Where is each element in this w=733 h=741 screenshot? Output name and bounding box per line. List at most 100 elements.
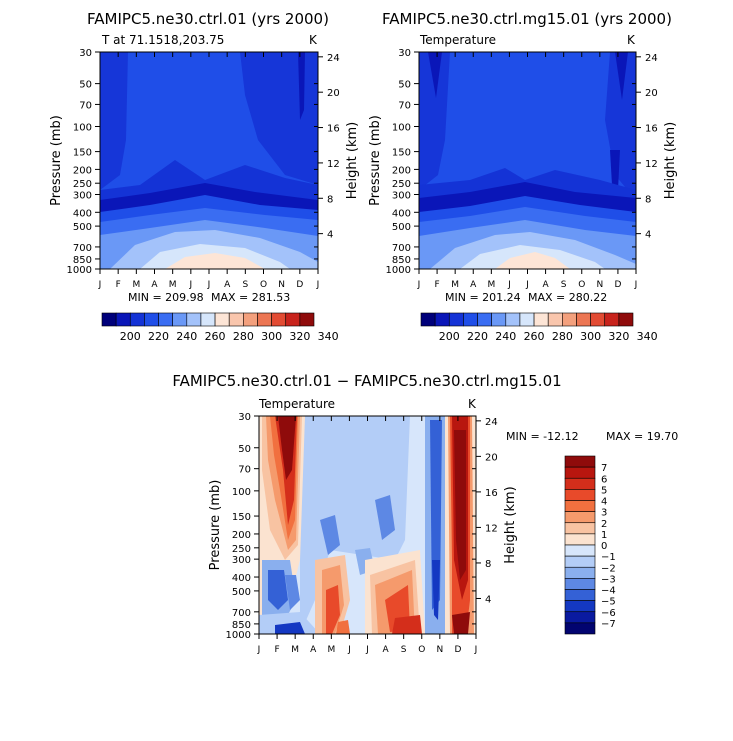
panel3-colorbar-label: 3: [601, 508, 607, 519]
panel2-colorbar-swatch: [477, 312, 492, 327]
panel3-ytick-label: 200: [232, 530, 251, 541]
panel1-colorbar-swatch: [129, 312, 145, 327]
panel2-height-tick-label: 24: [645, 53, 658, 64]
panel3-units: K: [468, 397, 477, 411]
panel2-height-tick-label: 20: [645, 88, 658, 99]
panel3-ytick-label: 30: [238, 412, 251, 423]
panel2-title: FAMIPC5.ne30.ctrl.mg15.01 (yrs 2000): [382, 10, 672, 28]
panel3-ytick-label: 700: [232, 608, 251, 619]
panel2-xtick-label: M: [487, 280, 495, 290]
panel3-colorbar-label: −4: [601, 586, 616, 597]
panel3-xtick-label: N: [436, 645, 443, 655]
panel3-colorbar-swatch: [564, 544, 596, 557]
panel3-colorbar-label: −2: [601, 563, 616, 574]
panel2-height-tick-label: 16: [645, 124, 658, 135]
panel3-ytick-label: 850: [232, 620, 251, 631]
panel1-ytick-label: 250: [73, 179, 92, 190]
panel-difference: FAMIPC5.ne30.ctrl.01 − FAMIPC5.ne30.ctrl…: [172, 372, 678, 655]
panel1-xtick-label: M: [132, 280, 140, 290]
panel3-colorbar-label: −6: [601, 608, 616, 619]
panel2-colorbar-label: 320: [608, 330, 629, 343]
panel2-ytick-label: 250: [392, 179, 411, 190]
panel1-height-tick-label: 24: [327, 53, 340, 64]
panel1-height-tick-label: 8: [327, 194, 333, 205]
panel2-colorbar-label: 220: [467, 330, 488, 343]
panel1-ytick-label: 300: [73, 190, 92, 201]
panel1-colorbar-swatch: [257, 312, 272, 327]
panel2-ytick-label: 700: [392, 243, 411, 254]
panel1-colorbar-swatch: [200, 312, 216, 327]
panel3-xtick-label: J: [365, 645, 369, 655]
panel3-xtick-label: J: [474, 645, 478, 655]
panel3-xtick-label: J: [347, 645, 351, 655]
panel3-min-label: MIN = -12.12: [506, 430, 579, 443]
panel1-subtitle: T at 71.1518,203.75: [101, 33, 224, 47]
panel2-ytick-label: 300: [392, 190, 411, 201]
panel1-ytick-label: 500: [73, 222, 92, 233]
panel1-height-tick-label: 4: [327, 230, 333, 241]
panel1-xtick-label: J: [189, 280, 193, 290]
panel1-ytick-label: 150: [73, 148, 92, 159]
panel1-ylabel-right: Height (km): [345, 122, 360, 199]
panel3-xtick-label: M: [291, 645, 299, 655]
panel3-colorbar-swatch: [564, 466, 596, 479]
panel1-xtick-label: J: [98, 280, 102, 290]
panel3-ytick-label: 70: [238, 465, 251, 476]
panel2-xtick-label: N: [596, 280, 603, 290]
panel2-ytick-label: 70: [398, 100, 411, 111]
panel3-colorbar-swatch: [564, 522, 596, 535]
panel3-title: FAMIPC5.ne30.ctrl.01 − FAMIPC5.ne30.ctrl…: [172, 372, 561, 390]
panel1-colorbar-swatch: [144, 312, 159, 327]
panel1-units: K: [309, 33, 318, 47]
panel3-ytick-label: 150: [232, 512, 251, 523]
panel1-colorbar-label: 220: [148, 330, 169, 343]
panel3-colorbar-swatch: [564, 589, 596, 601]
panel2-height-tick-label: 4: [645, 230, 651, 241]
panel3-xtick-label: M: [327, 645, 335, 655]
panel1-colorbar-swatch: [243, 312, 258, 327]
panel3-colorbar-swatch: [564, 622, 596, 635]
panel2-colorbar-label: 240: [495, 330, 516, 343]
panel3-xtick-label: J: [257, 645, 261, 655]
panel2-xtick-label: S: [561, 280, 567, 290]
panel3-colorbar-swatch: [564, 489, 596, 501]
panel3-ytick-label: 1000: [226, 630, 251, 641]
panel3-colorbar-swatch: [564, 611, 596, 624]
panel3-xtick-label: S: [401, 645, 407, 655]
panel3-height-tick-label: 16: [485, 488, 498, 499]
panel3-colorbar-label: 5: [601, 485, 607, 496]
panel2-xtick-label: J: [417, 280, 421, 290]
panel2-colorbar-swatch: [618, 312, 634, 327]
panel2-ytick-label: 1000: [386, 265, 411, 276]
panel2-height-tick-label: 12: [645, 159, 658, 170]
panel3-ytick-label: 500: [232, 587, 251, 598]
panel3-xtick-label: O: [418, 645, 425, 655]
panel2-ytick-label: 100: [392, 123, 411, 134]
panel3-ytick-label: 300: [232, 555, 251, 566]
panel1-colorbar-label: 300: [261, 330, 282, 343]
panel2-ytick-label: 500: [392, 222, 411, 233]
panel1-xtick-label: A: [151, 280, 158, 290]
panel3-ylabel-right: Height (km): [503, 486, 518, 563]
panel3-colorbar-swatch: [564, 477, 596, 490]
panel2-colorbar-swatch: [562, 312, 577, 327]
panel1-height-tick-label: 12: [327, 159, 340, 170]
panel2-height-tick-label: 8: [645, 194, 651, 205]
panel2-colorbar-swatch: [547, 312, 563, 327]
panel2-max-label: MAX = 280.22: [528, 291, 607, 304]
panel2-colorbar-swatch: [590, 312, 606, 327]
panel1-colorbar-swatch: [271, 312, 287, 327]
panel1-colorbar-label: 320: [289, 330, 310, 343]
panel2-colorbar-swatch: [604, 312, 620, 327]
panel2-ylabel: Pressure (mb): [368, 115, 383, 206]
panel2-colorbar-swatch: [519, 312, 535, 327]
panel1-ylabel: Pressure (mb): [49, 115, 64, 206]
panel1-colorbar-swatch: [228, 312, 244, 327]
panel2-xtick-label: O: [578, 280, 585, 290]
panel2-xtick-label: A: [542, 280, 549, 290]
panel1-xtick-label: F: [116, 280, 121, 290]
